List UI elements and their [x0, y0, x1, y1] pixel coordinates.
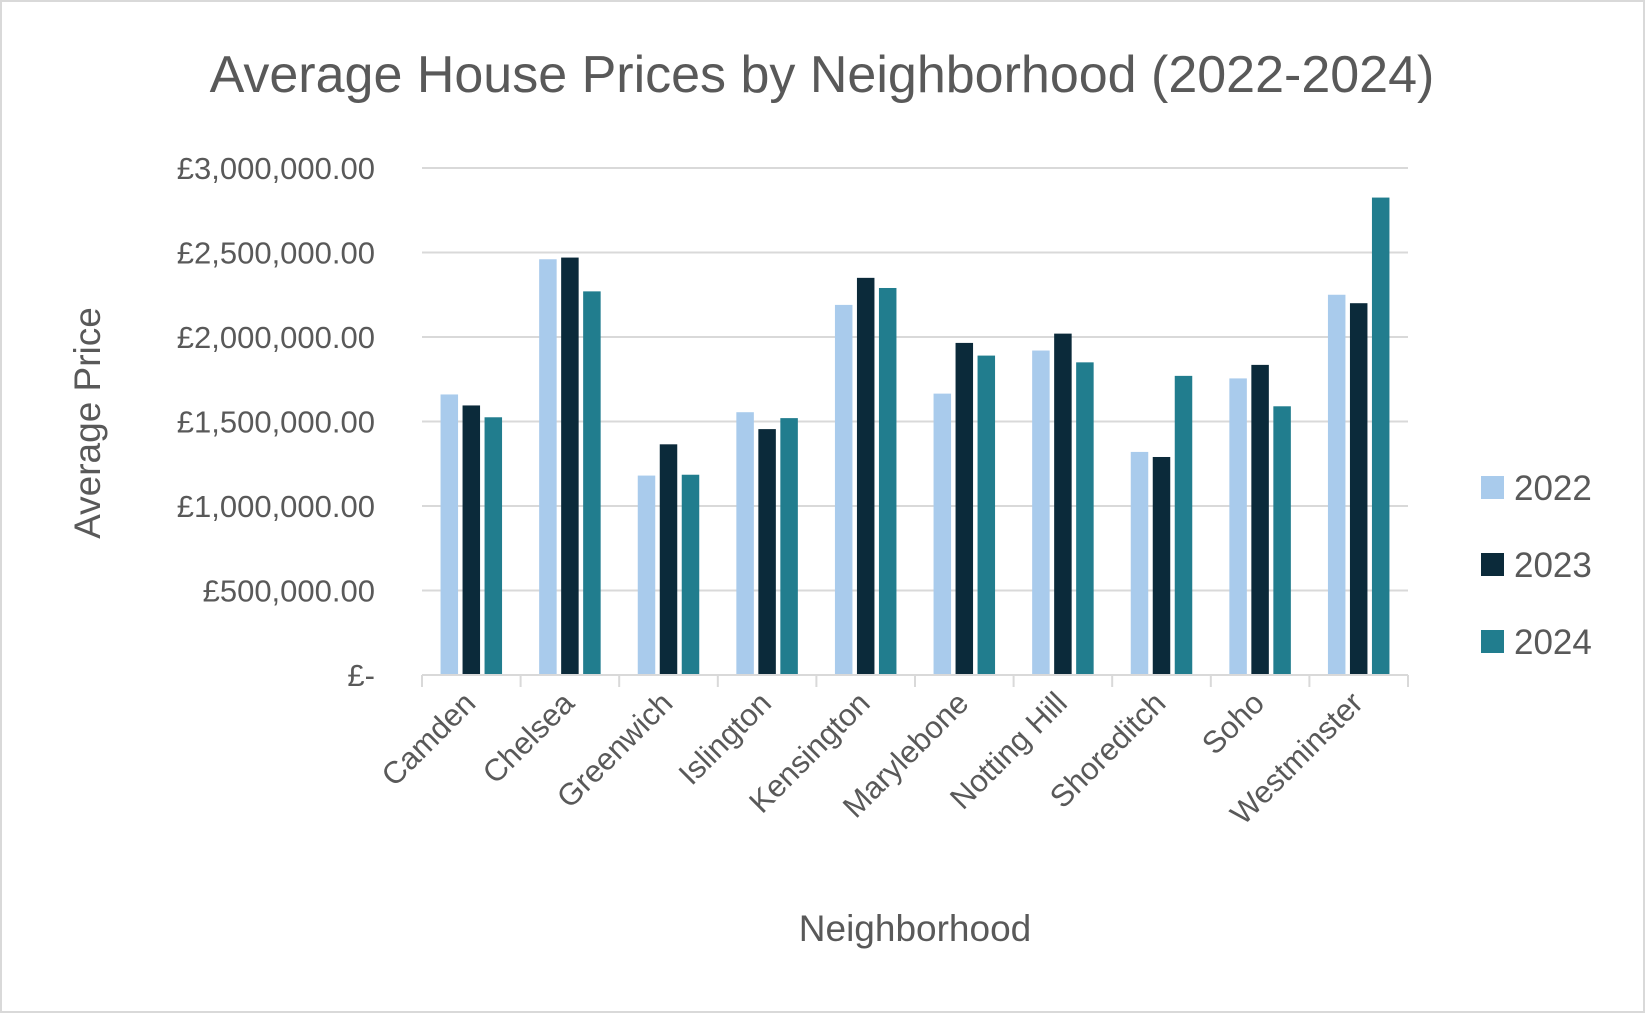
bar-2022 — [1327, 294, 1346, 675]
bar-2022 — [736, 412, 754, 675]
bar-2023 — [955, 342, 974, 675]
bar-2023 — [856, 277, 875, 675]
bar-2022 — [440, 394, 459, 675]
x-axis-title: Neighborhood — [799, 908, 1031, 949]
bar-2023 — [758, 429, 776, 675]
bar-2024 — [681, 474, 700, 675]
bar-2023 — [659, 444, 678, 675]
legend-swatch — [1481, 476, 1504, 499]
legend-swatch — [1481, 553, 1504, 576]
legend-swatch — [1481, 630, 1504, 653]
bar-2023 — [1251, 364, 1269, 675]
x-tick-label: Soho — [1195, 685, 1271, 761]
bar-2023 — [462, 405, 481, 675]
x-tick-label: Camden — [375, 685, 483, 793]
y-tick-label: £- — [347, 658, 375, 693]
bar-2024 — [583, 291, 601, 675]
bar-2022 — [1229, 378, 1247, 675]
y-axis-ticks: £- £500,000.00 £1,000,000.00 £1,500,000.00 £… — [177, 151, 375, 693]
bar-2024 — [780, 418, 798, 675]
bar-2024 — [1076, 362, 1094, 675]
bar-2022 — [933, 393, 952, 675]
legend-label: 2024 — [1514, 623, 1592, 662]
y-tick-label: £1,000,000.00 — [177, 489, 375, 524]
y-axis-title: Average Price — [67, 307, 108, 539]
legend-label: 2022 — [1514, 469, 1592, 508]
x-axis-ticks: CamdenChelseaGreenwichIslingtonKensingto… — [375, 685, 1370, 832]
bar-2024 — [1371, 197, 1390, 675]
bar-2023 — [1152, 456, 1171, 675]
chart-title: Average House Prices by Neighborhood (20… — [210, 46, 1435, 104]
x-axis — [421, 674, 1409, 687]
bar-2024 — [878, 287, 897, 675]
bar-2024 — [1174, 375, 1193, 675]
bar-2022 — [637, 475, 656, 675]
legend: 2022 2023 2024 — [1481, 469, 1592, 662]
y-tick-label: £2,500,000.00 — [177, 236, 375, 271]
bar-2022 — [834, 304, 853, 675]
bar-2022 — [1032, 350, 1050, 675]
bar-2024 — [1273, 406, 1291, 675]
bar-2024 — [977, 355, 996, 675]
bar-2023 — [1054, 333, 1072, 675]
bars — [440, 197, 1390, 675]
bar-2022 — [1130, 451, 1149, 675]
legend-label: 2023 — [1514, 546, 1592, 585]
y-tick-label: £2,000,000.00 — [177, 320, 375, 355]
y-tick-label: £3,000,000.00 — [177, 151, 375, 186]
y-tick-label: £500,000.00 — [203, 574, 375, 609]
bar-2024 — [484, 417, 503, 675]
bar-2022 — [539, 259, 557, 675]
bar-2023 — [1349, 303, 1368, 675]
bar-2023 — [561, 257, 579, 675]
y-tick-label: £1,500,000.00 — [177, 405, 375, 440]
